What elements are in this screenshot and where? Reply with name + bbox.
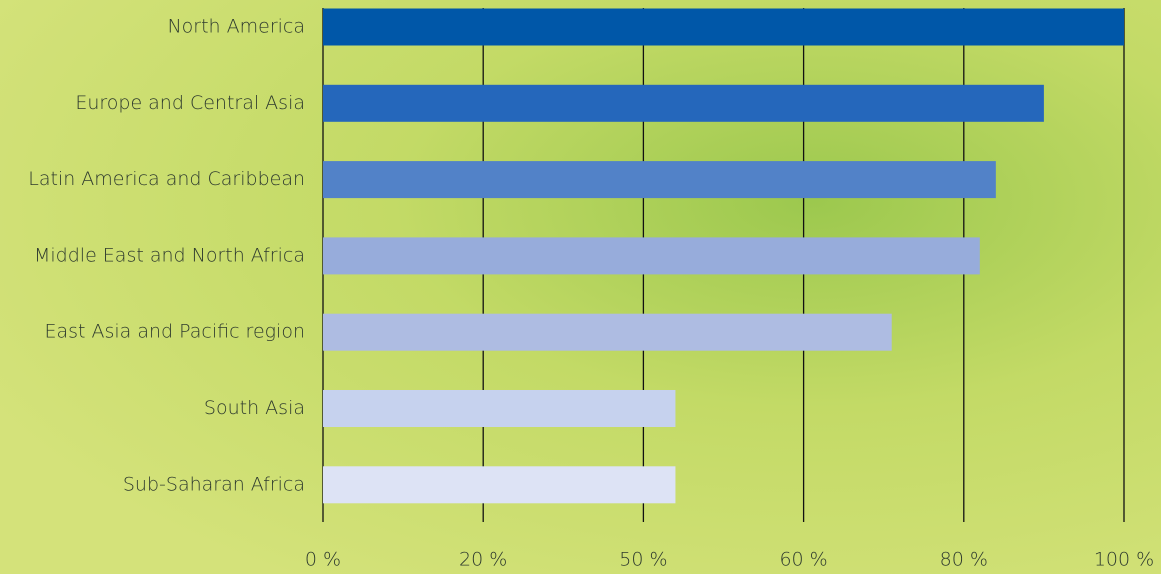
y-tick-label: South Asia: [204, 397, 305, 419]
y-tick-label: Sub-Saharan Africa: [123, 473, 305, 495]
x-tick-label: 100 %: [1094, 549, 1154, 571]
bar: [323, 161, 996, 199]
y-tick-label: Middle East and North Africa: [34, 244, 305, 266]
x-tick-label: 60 %: [779, 549, 827, 571]
bar: [323, 237, 980, 275]
y-tick-label: Europe and Central Asia: [75, 92, 305, 114]
x-tick-label: 20 %: [459, 549, 507, 571]
bar: [323, 84, 1044, 122]
bar: [323, 8, 1124, 46]
y-tick-label: Latin America and Caribbean: [28, 168, 305, 190]
x-tick-label: 80 %: [940, 549, 988, 571]
bar: [323, 313, 892, 351]
y-tick-label: North America: [167, 16, 305, 38]
bar: [323, 466, 676, 504]
bar: [323, 390, 676, 427]
x-tick-label: 50 %: [619, 549, 667, 571]
x-tick-label: 0 %: [305, 549, 341, 571]
y-tick-label: East Asia and Pacific region: [44, 321, 305, 343]
